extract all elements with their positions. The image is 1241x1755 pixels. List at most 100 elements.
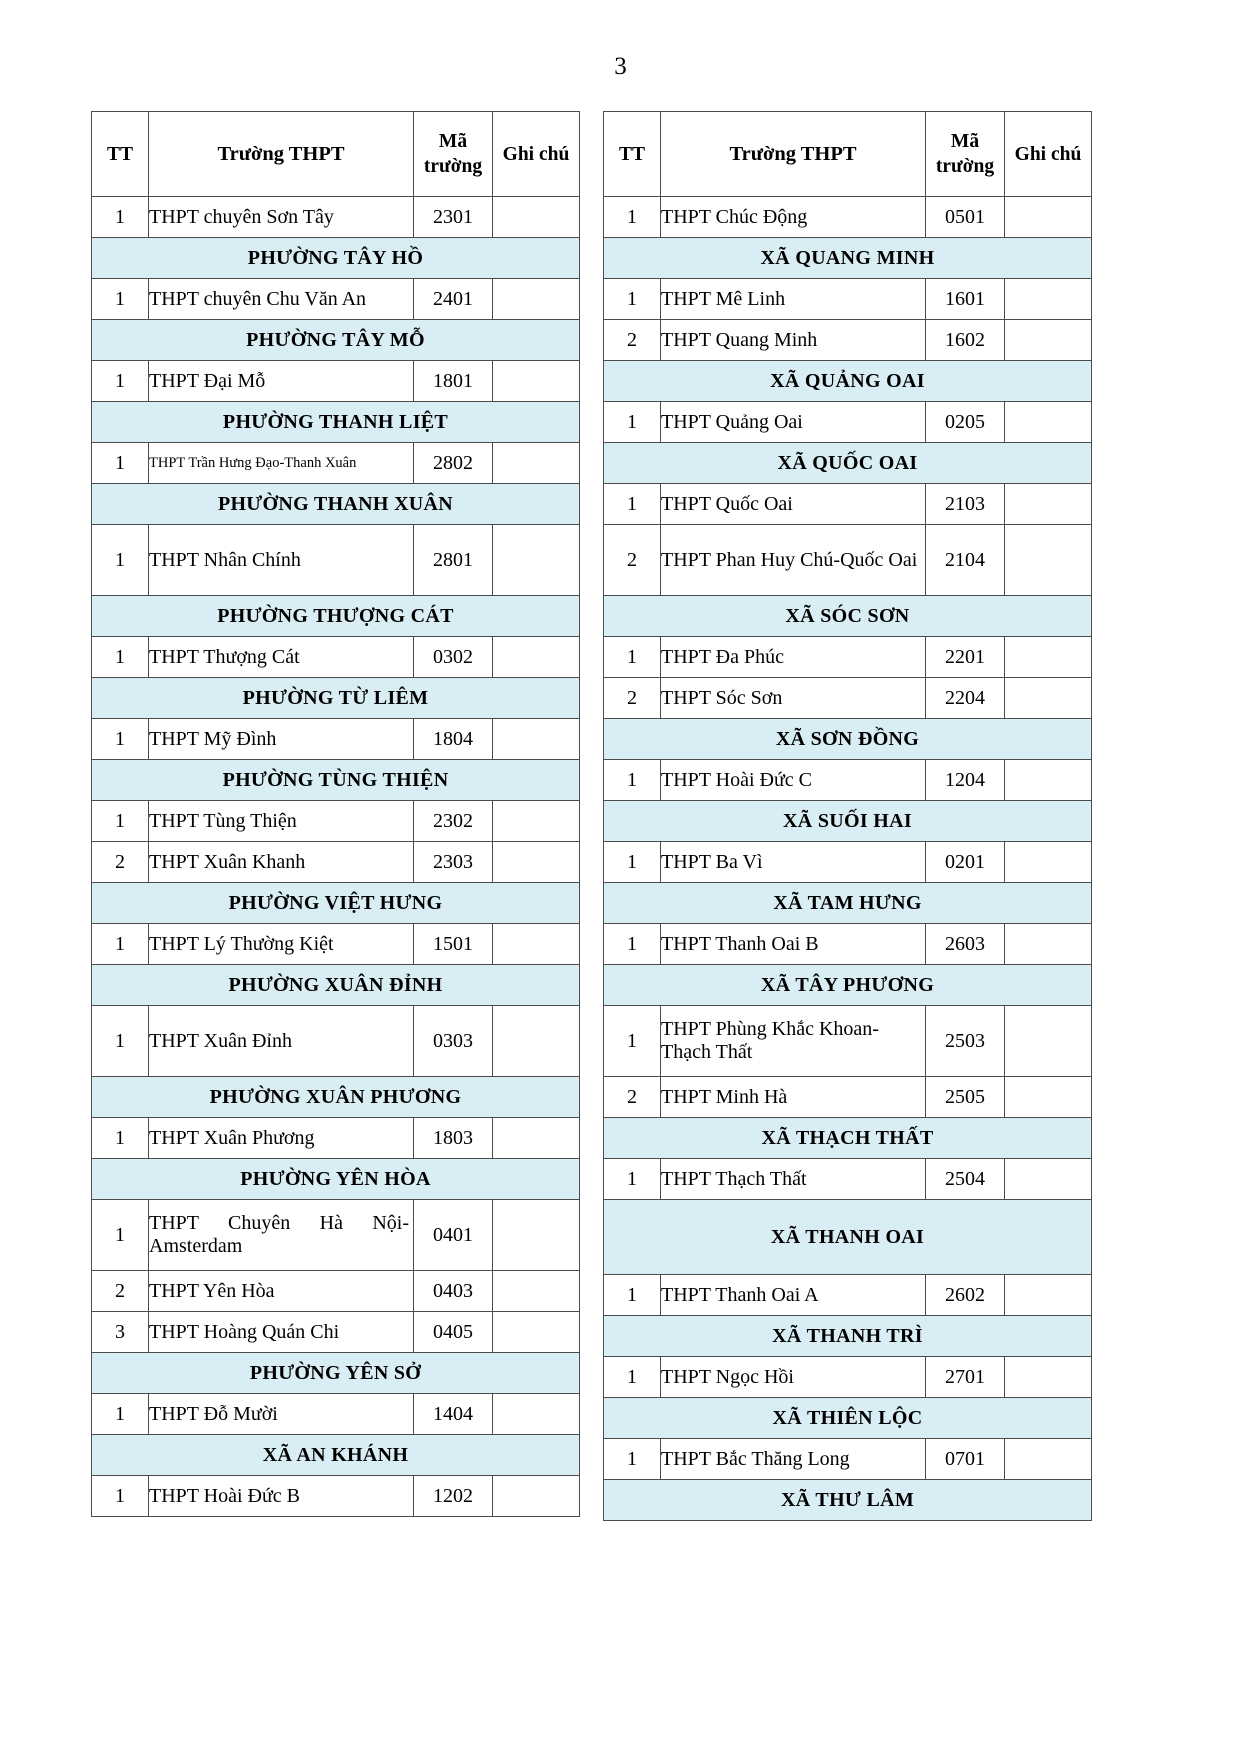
cell-index: 2 <box>603 524 661 596</box>
cell-note <box>1004 483 1092 525</box>
cell-index: 1 <box>91 524 149 596</box>
group-header-row: XÃ TÂY PHƯƠNG <box>603 964 1092 1006</box>
cell-school-code: 2504 <box>925 1158 1005 1200</box>
table-row: 1 THPT Thanh Oai A 2602 <box>603 1274 1092 1316</box>
table-row: 1 THPT Thạch Thất 2504 <box>603 1158 1092 1200</box>
cell-note <box>492 524 580 596</box>
cell-note <box>1004 524 1092 596</box>
cell-school-name: THPT Mỹ Đình <box>148 718 414 760</box>
two-column-table-layout: TT Trường THPT Mã trường Ghi chú 1 THPT c… <box>91 111 1092 1521</box>
group-header-row: PHƯỜNG THANH LIỆT <box>91 401 580 443</box>
cell-school-name: THPT Sóc Sơn <box>660 677 926 719</box>
cell-note <box>1004 1076 1092 1118</box>
group-header-label: PHƯỜNG TÂY HỒ <box>91 237 580 279</box>
cell-note <box>492 636 580 678</box>
table-body-left: 1 THPT chuyên Sơn Tây 2301 PHƯỜNG TÂY HỒ 1 TH… <box>91 196 580 1517</box>
table-row: 1 THPT Quảng Oai 0205 <box>603 401 1092 443</box>
cell-note <box>492 1311 580 1353</box>
cell-school-code: 0302 <box>413 636 493 678</box>
group-header-label: XÃ QUẢNG OAI <box>603 360 1092 402</box>
group-header-label: PHƯỜNG THƯỢNG CÁT <box>91 595 580 637</box>
table-row: 1 THPT Ngọc Hồi 2701 <box>603 1356 1092 1398</box>
group-header-label: XÃ THANH OAI <box>603 1199 1092 1275</box>
cell-index: 2 <box>91 841 149 883</box>
column-header-code: Mã trường <box>413 111 493 197</box>
cell-school-name: THPT Quang Minh <box>660 319 926 361</box>
cell-school-name: THPT Chuyên Hà Nội-Amsterdam <box>148 1199 414 1271</box>
table-row: 1 THPT Hoài Đức B 1202 <box>91 1475 580 1517</box>
group-header-label: PHƯỜNG TÙNG THIỆN <box>91 759 580 801</box>
cell-index: 1 <box>603 483 661 525</box>
cell-note <box>492 800 580 842</box>
table-row: 1 THPT Lý Thường Kiệt 1501 <box>91 923 580 965</box>
cell-school-code: 0501 <box>925 196 1005 238</box>
table-row: 1 THPT Đa Phúc 2201 <box>603 636 1092 678</box>
cell-index: 2 <box>91 1270 149 1312</box>
cell-note <box>492 718 580 760</box>
cell-school-code: 2301 <box>413 196 493 238</box>
table-row: 1 THPT Xuân Đỉnh 0303 <box>91 1005 580 1077</box>
cell-index: 1 <box>91 636 149 678</box>
group-header-label: XÃ THIÊN LỘC <box>603 1397 1092 1439</box>
cell-school-code: 1204 <box>925 759 1005 801</box>
cell-school-name: THPT chuyên Chu Văn An <box>148 278 414 320</box>
group-header-label: XÃ QUANG MINH <box>603 237 1092 279</box>
cell-school-code: 2302 <box>413 800 493 842</box>
cell-note <box>1004 1158 1092 1200</box>
group-header-row: PHƯỜNG YÊN SỞ <box>91 1352 580 1394</box>
cell-index: 1 <box>603 196 661 238</box>
group-header-label: PHƯỜNG YÊN HÒA <box>91 1158 580 1200</box>
cell-school-code: 2603 <box>925 923 1005 965</box>
table-row: 2 THPT Phan Huy Chú-Quốc Oai 2104 <box>603 524 1092 596</box>
table-row: 1 THPT Quốc Oai 2103 <box>603 483 1092 525</box>
group-header-row: PHƯỜNG TÂY HỒ <box>91 237 580 279</box>
cell-note <box>492 1270 580 1312</box>
cell-note <box>1004 401 1092 443</box>
cell-school-name: THPT Hoàng Quán Chi <box>148 1311 414 1353</box>
cell-school-name: THPT chuyên Sơn Tây <box>148 196 414 238</box>
cell-note <box>492 196 580 238</box>
table-header-row: TT Trường THPT Mã trường Ghi chú <box>91 111 580 197</box>
table-body-right: 1 THPT Chúc Động 0501 XÃ QUANG MINH 1 THPT Mê… <box>603 196 1092 1521</box>
group-header-row: XÃ AN KHÁNH <box>91 1434 580 1476</box>
cell-school-name: THPT Ba Vì <box>660 841 926 883</box>
cell-school-code: 0403 <box>413 1270 493 1312</box>
cell-note <box>492 278 580 320</box>
group-header-row: XÃ THANH OAI <box>603 1199 1092 1275</box>
cell-school-name: THPT Phan Huy Chú-Quốc Oai <box>660 524 926 596</box>
cell-school-name: THPT Lý Thường Kiệt <box>148 923 414 965</box>
cell-school-name: THPT Yên Hòa <box>148 1270 414 1312</box>
cell-school-code: 0303 <box>413 1005 493 1077</box>
cell-note <box>1004 759 1092 801</box>
table-row: 2 THPT Quang Minh 1602 <box>603 319 1092 361</box>
cell-school-name: THPT Thanh Oai A <box>660 1274 926 1316</box>
cell-note <box>1004 1356 1092 1398</box>
cell-school-name: THPT Quảng Oai <box>660 401 926 443</box>
column-header-code: Mã trường <box>925 111 1005 197</box>
cell-index: 1 <box>603 1158 661 1200</box>
cell-school-name: THPT Đa Phúc <box>660 636 926 678</box>
cell-index: 1 <box>91 1005 149 1077</box>
group-header-row: XÃ SÓC SƠN <box>603 595 1092 637</box>
group-header-row: XÃ QUẢNG OAI <box>603 360 1092 402</box>
table-row: 1 THPT Chuyên Hà Nội-Amsterdam 0401 <box>91 1199 580 1271</box>
table-row: 2 THPT Minh Hà 2505 <box>603 1076 1092 1118</box>
table-row: 1 THPT Chúc Động 0501 <box>603 196 1092 238</box>
group-header-row: XÃ THƯ LÂM <box>603 1479 1092 1521</box>
cell-index: 1 <box>603 401 661 443</box>
cell-school-name: THPT Ngọc Hồi <box>660 1356 926 1398</box>
cell-index: 2 <box>603 319 661 361</box>
cell-index: 1 <box>91 442 149 484</box>
group-header-label: XÃ SƠN ĐỒNG <box>603 718 1092 760</box>
cell-note <box>1004 841 1092 883</box>
cell-school-code: 1501 <box>413 923 493 965</box>
cell-note <box>492 360 580 402</box>
cell-school-code: 0405 <box>413 1311 493 1353</box>
cell-index: 1 <box>603 923 661 965</box>
cell-index: 1 <box>91 278 149 320</box>
right-column: TT Trường THPT Mã trường Ghi chú 1 THPT C… <box>603 111 1092 1521</box>
cell-note <box>492 442 580 484</box>
cell-index: 1 <box>91 360 149 402</box>
column-header-tt: TT <box>603 111 661 197</box>
